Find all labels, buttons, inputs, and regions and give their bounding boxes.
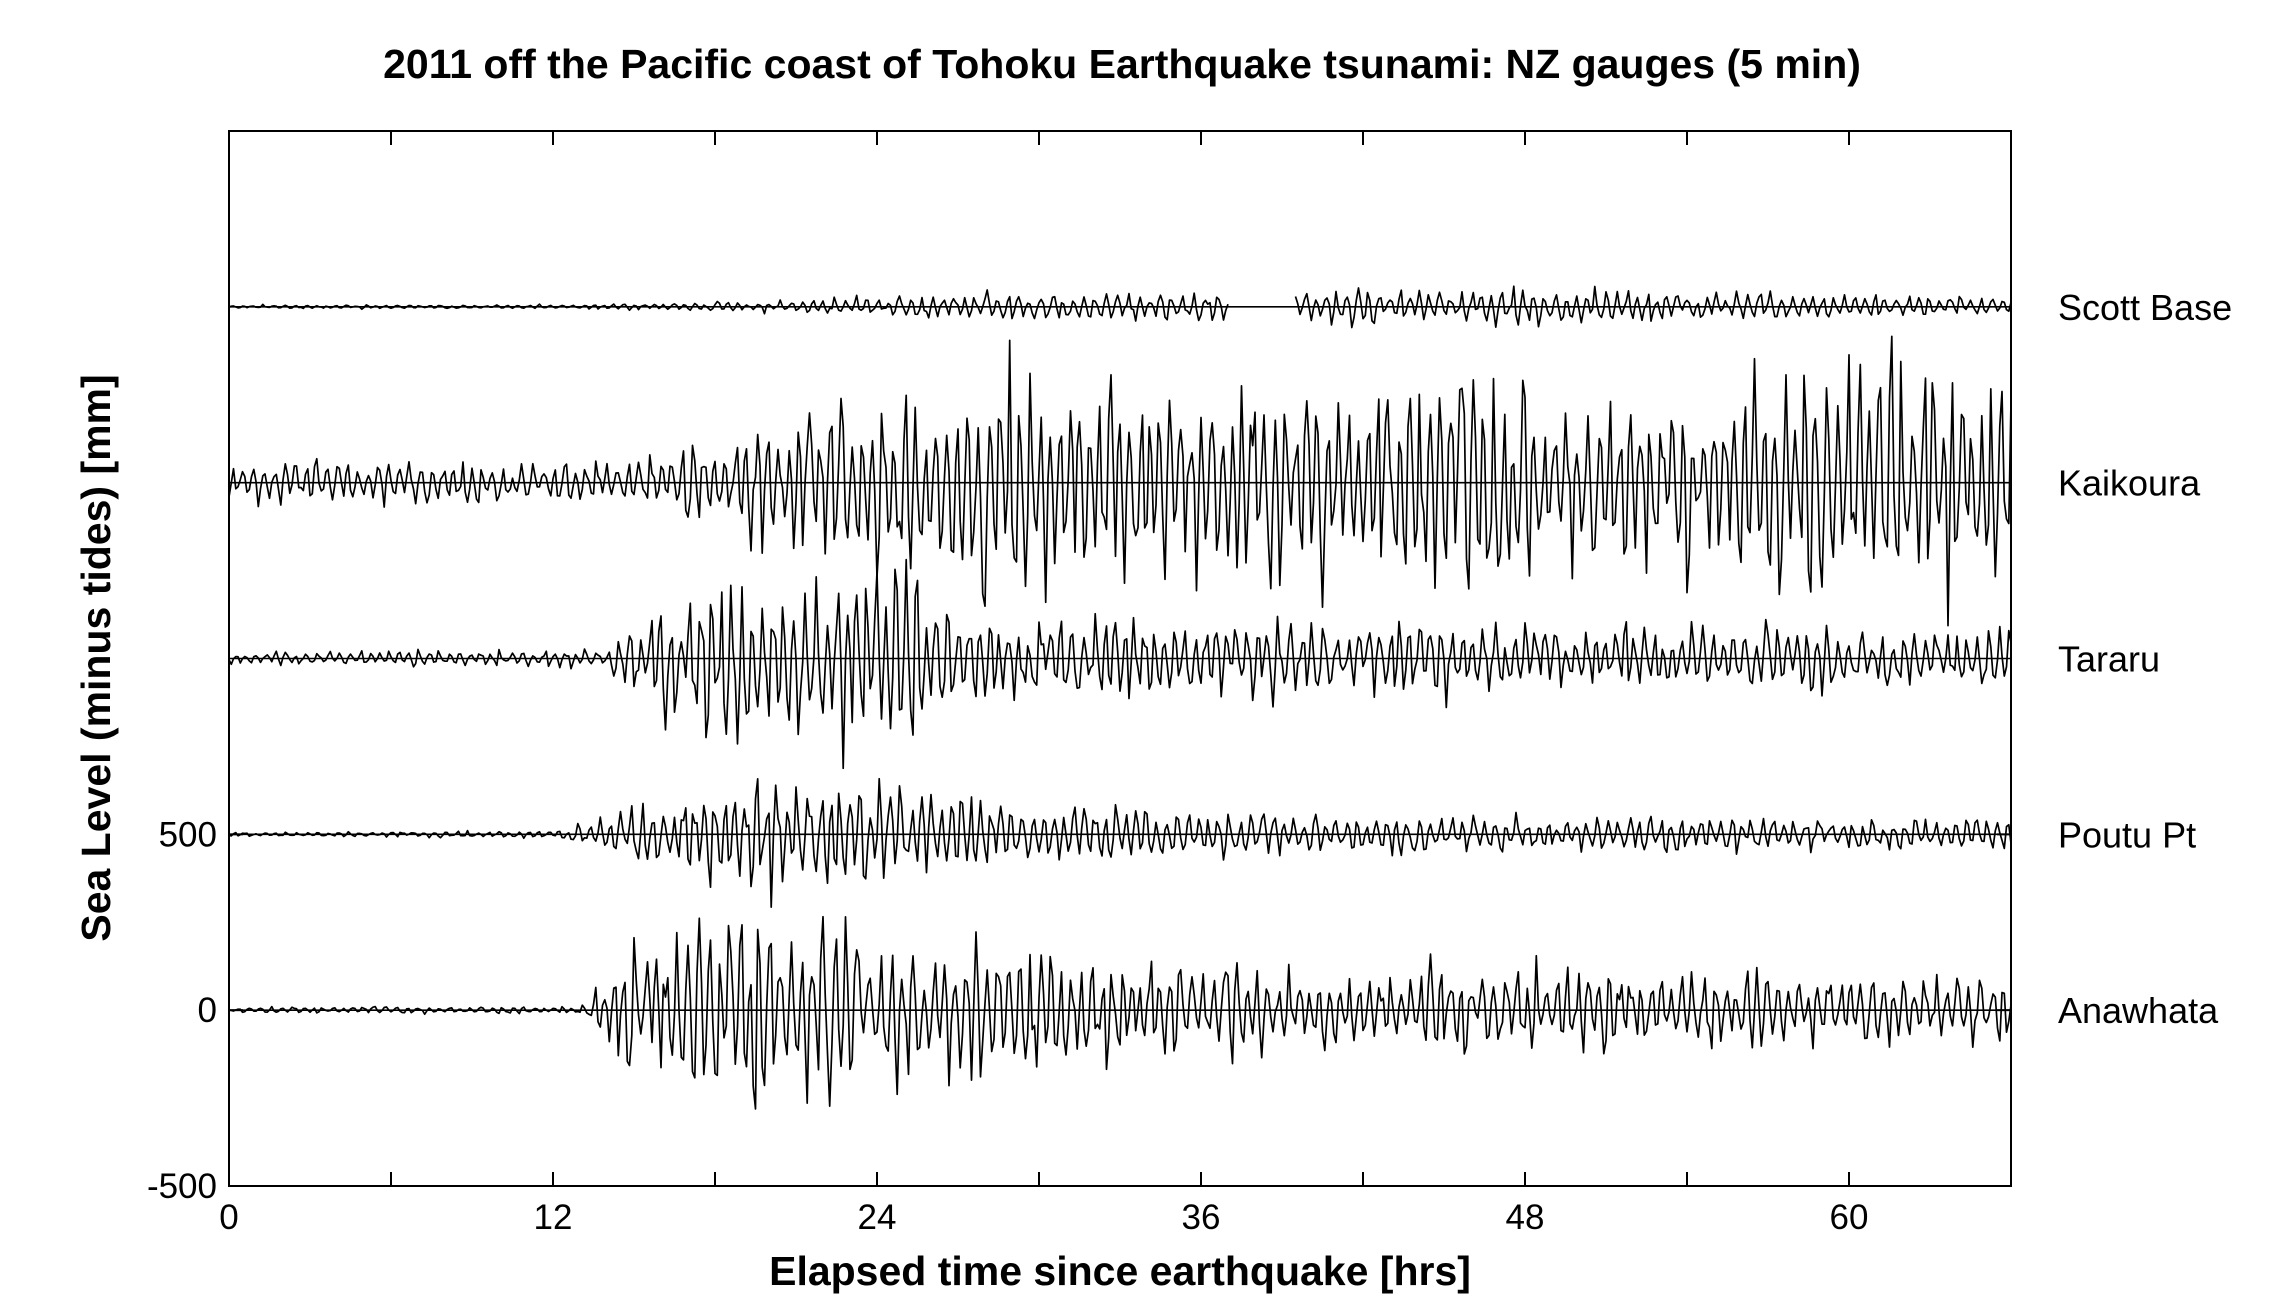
- x-tick-label: 0: [219, 1198, 238, 1237]
- x-tick-label: 48: [1506, 1198, 1545, 1237]
- chart-title: 2011 off the Pacific coast of Tohoku Ear…: [383, 41, 1861, 87]
- series-label: Scott Base: [2058, 287, 2232, 328]
- y-tick-label: 0: [198, 991, 217, 1030]
- x-tick-label: 36: [1182, 1198, 1221, 1237]
- series-label: Kaikoura: [2058, 463, 2201, 504]
- series-trace: [228, 335, 2012, 627]
- series-label: Tararu: [2058, 639, 2160, 680]
- y-tick-label: -500: [147, 1167, 217, 1206]
- y-tick-label: 500: [159, 815, 217, 854]
- x-tick-label: 12: [534, 1198, 573, 1237]
- x-axis-label: Elapsed time since earthquake [hrs]: [769, 1248, 1471, 1294]
- x-tick-label: 60: [1830, 1198, 1869, 1237]
- series-trace: [228, 777, 2012, 908]
- gauge-traces: [228, 285, 2012, 1110]
- y-axis-label: Sea Level (minus tides) [mm]: [73, 374, 119, 941]
- x-tick-label: 24: [858, 1198, 897, 1237]
- series-trace: [228, 558, 2012, 770]
- series-trace: [228, 285, 2012, 329]
- station-labels: Scott Base Kaikoura Tararu Poutu Pt Anawhata: [2058, 287, 2232, 1031]
- series-trace: [228, 915, 2012, 1110]
- series-label: Anawhata: [2058, 990, 2219, 1031]
- series-label: Poutu Pt: [2058, 814, 2196, 855]
